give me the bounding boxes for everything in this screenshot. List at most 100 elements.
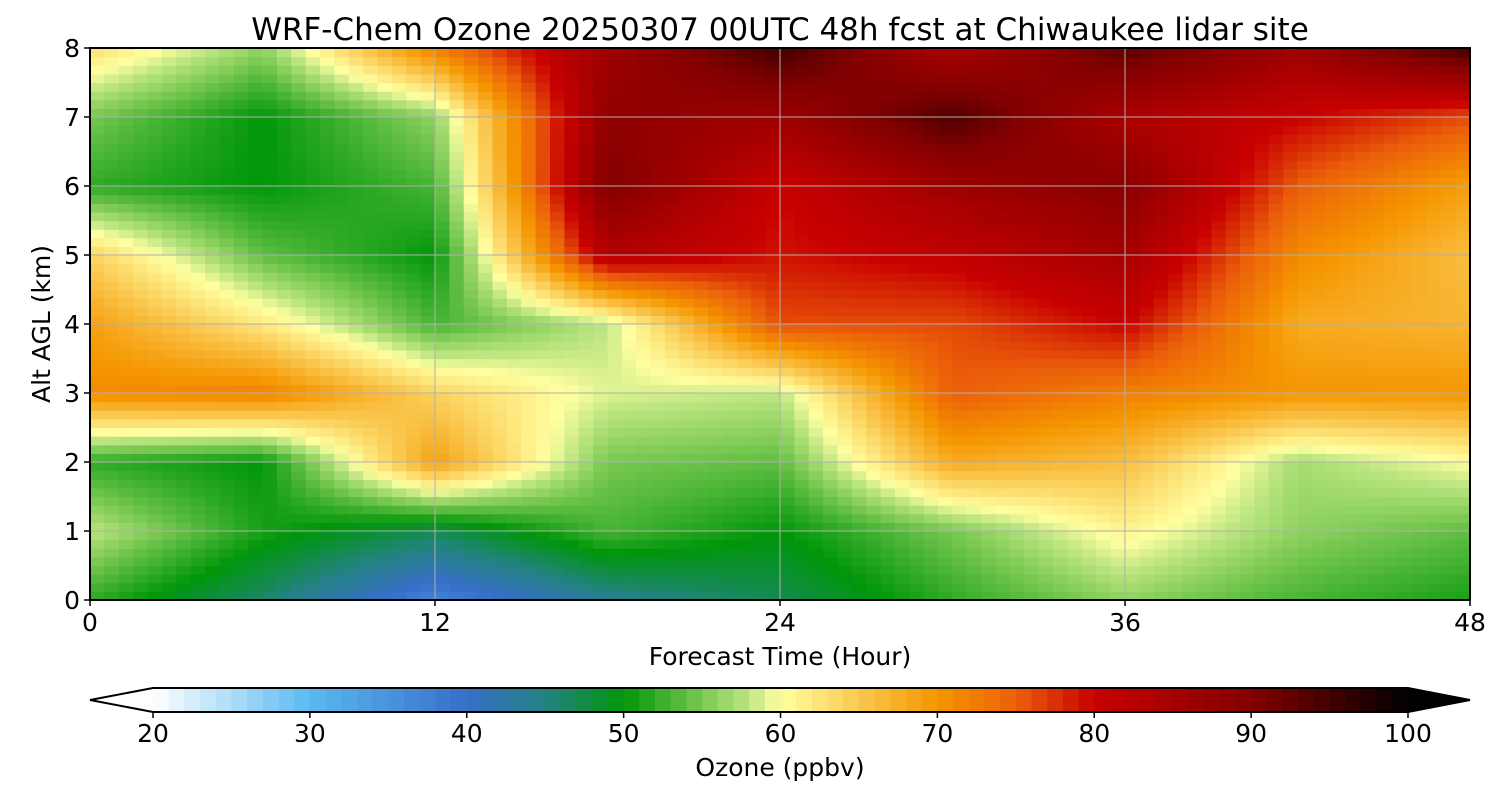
heatmap-cell	[1341, 177, 1356, 186]
heatmap-cell	[378, 169, 393, 178]
heatmap-cell	[924, 462, 939, 471]
heatmap-cell	[665, 315, 680, 324]
heatmap-cell	[751, 453, 766, 462]
heatmap-cell	[938, 169, 953, 178]
heatmap-cell	[1168, 479, 1183, 488]
heatmap-cell	[794, 436, 809, 445]
heatmap-cell	[751, 540, 766, 549]
heatmap-cell	[449, 479, 464, 488]
heatmap-cell	[550, 393, 565, 402]
heatmap-cell	[1427, 557, 1442, 566]
heatmap-cell	[737, 160, 752, 169]
heatmap-cell	[1053, 574, 1068, 583]
heatmap-cell	[852, 333, 867, 342]
heatmap-cell	[464, 290, 479, 299]
heatmap-cell	[536, 350, 551, 359]
heatmap-cell	[1082, 272, 1097, 281]
heatmap-cell	[737, 186, 752, 195]
heatmap-cell	[1211, 281, 1226, 290]
heatmap-cell	[435, 324, 450, 333]
heatmap-cell	[1398, 566, 1413, 575]
heatmap-cell	[205, 574, 220, 583]
heatmap-cell	[1039, 160, 1054, 169]
heatmap-cell	[1398, 393, 1413, 402]
heatmap-cell	[1183, 350, 1198, 359]
heatmap-cell	[449, 307, 464, 316]
heatmap-cell	[449, 152, 464, 161]
heatmap-cell	[1283, 488, 1298, 497]
heatmap-cell	[1283, 471, 1298, 480]
heatmap-cell	[478, 471, 493, 480]
heatmap-cell	[1111, 333, 1126, 342]
heatmap-cell	[507, 152, 522, 161]
heatmap-cell	[1355, 212, 1370, 221]
heatmap-cell	[723, 333, 738, 342]
heatmap-cell	[1125, 393, 1140, 402]
heatmap-cell	[1269, 376, 1284, 385]
heatmap-cell	[521, 272, 536, 281]
heatmap-cell	[593, 531, 608, 540]
heatmap-cell	[133, 522, 148, 531]
heatmap-cell	[852, 445, 867, 454]
heatmap-cell	[953, 298, 968, 307]
heatmap-cell	[449, 160, 464, 169]
heatmap-cell	[1125, 505, 1140, 514]
heatmap-cell	[881, 203, 896, 212]
heatmap-cell	[521, 264, 536, 273]
heatmap-cell	[852, 384, 867, 393]
heatmap-cell	[579, 479, 594, 488]
heatmap-cell	[665, 410, 680, 419]
heatmap-cell	[1427, 583, 1442, 592]
heatmap-cell	[263, 419, 278, 428]
heatmap-cell	[708, 281, 723, 290]
heatmap-cell	[1039, 272, 1054, 281]
heatmap-cell	[967, 264, 982, 273]
heatmap-cell	[234, 453, 249, 462]
heatmap-cell	[622, 583, 637, 592]
heatmap-cell	[723, 557, 738, 566]
heatmap-cell	[924, 566, 939, 575]
heatmap-cell	[924, 152, 939, 161]
heatmap-cell	[536, 393, 551, 402]
heatmap-cell	[823, 566, 838, 575]
heatmap-cell	[392, 272, 407, 281]
heatmap-cell	[953, 410, 968, 419]
heatmap-cell	[780, 376, 795, 385]
heatmap-cell	[1039, 574, 1054, 583]
heatmap-cell	[679, 436, 694, 445]
heatmap-cell	[1039, 514, 1054, 523]
heatmap-cell	[895, 505, 910, 514]
heatmap-cell	[1254, 548, 1269, 557]
heatmap-cell	[1312, 488, 1327, 497]
heatmap-cell	[708, 436, 723, 445]
heatmap-cell	[291, 393, 306, 402]
heatmap-cell	[536, 488, 551, 497]
heatmap-cell	[1398, 384, 1413, 393]
heatmap-cell	[263, 324, 278, 333]
heatmap-cell	[1240, 479, 1255, 488]
heatmap-cell	[881, 445, 896, 454]
heatmap-cell	[679, 298, 694, 307]
heatmap-cell	[1269, 152, 1284, 161]
heatmap-cell	[1139, 497, 1154, 506]
heatmap-cell	[1398, 428, 1413, 437]
heatmap-cell	[981, 272, 996, 281]
heatmap-cell	[176, 246, 191, 255]
heatmap-cell	[507, 238, 522, 247]
heatmap-cell	[435, 445, 450, 454]
heatmap-cell	[1441, 419, 1456, 428]
heatmap-cell	[751, 566, 766, 575]
heatmap-cell	[392, 290, 407, 299]
heatmap-cell	[1283, 341, 1298, 350]
heatmap-cell	[1413, 359, 1428, 368]
heatmap-cell	[708, 583, 723, 592]
heatmap-cell	[291, 540, 306, 549]
heatmap-cell	[1068, 557, 1083, 566]
heatmap-cell	[953, 264, 968, 273]
heatmap-cell	[1211, 557, 1226, 566]
heatmap-cell	[550, 152, 565, 161]
heatmap-cell	[1125, 557, 1140, 566]
heatmap-cell	[306, 272, 321, 281]
heatmap-cell	[636, 540, 651, 549]
heatmap-cell	[1283, 410, 1298, 419]
